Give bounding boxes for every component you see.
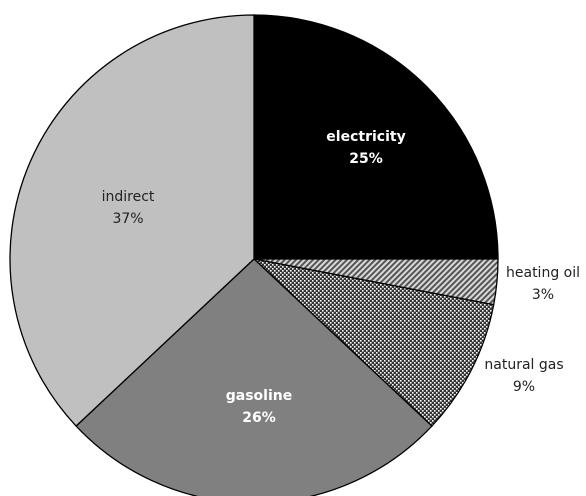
pie-slice-natural-gas (251, 257, 495, 427)
pie-slices (9, 14, 499, 496)
pie-slice-gasoline (75, 258, 433, 496)
slice-label-indirect: indirect (102, 189, 155, 205)
pie-slice-electricity (253, 14, 499, 260)
slice-percent-indirect: 37% (112, 211, 143, 227)
slice-percent-gasoline: 26% (242, 410, 276, 426)
slice-label-electricity: electricity (326, 129, 405, 145)
slice-label-gasoline: gasoline (226, 388, 292, 404)
slice-percent-heating-oil: 3% (532, 287, 554, 303)
pie-slice-indirect (9, 14, 255, 427)
slice-label-heating-oil: heating oil (506, 265, 580, 281)
slice-percent-electricity: 25% (349, 151, 383, 167)
slice-percent-natural-gas: 9% (513, 379, 535, 395)
pie-labels: electricity 25% heating oil 3% natural gas 9%… (102, 129, 580, 426)
slice-label-natural-gas: natural gas (484, 357, 563, 373)
